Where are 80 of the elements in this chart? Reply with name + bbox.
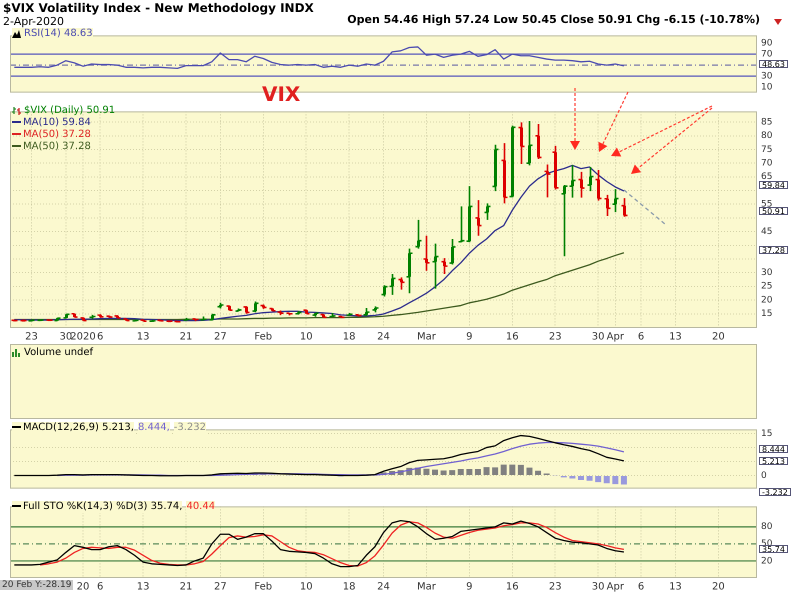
- y-tick-label: 30: [761, 268, 773, 278]
- x-tick-label: 21: [180, 582, 192, 593]
- y-tick-label: 70: [761, 49, 773, 60]
- legend-label: MA(50) 37.28: [23, 129, 91, 140]
- text: 35.74: [759, 544, 788, 554]
- y-tick-label: 70: [761, 158, 773, 168]
- x-tick-label: 23: [548, 582, 562, 593]
- text: Open 54.46 High 57.24 Low 50.45 Close 50.91 Chg -6.15 (-10.78%): [347, 13, 760, 26]
- x-tick-label: 23: [25, 332, 38, 343]
- x-tick-label: 6: [96, 582, 104, 593]
- text: 40.44: [186, 501, 216, 512]
- text: 8.444,: [138, 422, 170, 433]
- text: Volume undef: [24, 347, 94, 358]
- x-tick-label: 24: [377, 582, 390, 593]
- x-tick-label: Feb: [254, 332, 272, 343]
- y-tick-label: 25: [761, 282, 772, 292]
- y-tick-label: 85: [761, 117, 772, 128]
- x-tick-label: 6: [638, 332, 644, 343]
- y-tick-label: 15: [761, 309, 772, 320]
- x-tick-label: 20: [712, 582, 725, 593]
- annotation: VIX: [262, 82, 300, 106]
- x-tick-label: 30: [592, 582, 605, 593]
- x-tick-label: 20: [712, 332, 725, 343]
- x-tick-label: 13: [669, 582, 682, 593]
- text: 37.28: [759, 246, 788, 254]
- chart-subtitle: 2-Apr-2020: [3, 15, 64, 28]
- x-tick-label: 10: [300, 582, 313, 593]
- text: 48.63: [759, 60, 788, 69]
- y-tick-label: 30: [761, 71, 773, 82]
- y-tick-label: 80: [761, 131, 773, 142]
- text: 20 Feb Y:-28.19: [0, 580, 74, 590]
- x-tick-label: 6: [638, 582, 644, 593]
- text: -3.232: [174, 422, 206, 433]
- legend-label: Full STO %K(14,3) %D(3) 35.74,: [23, 501, 182, 512]
- x-tick-label: Apr: [606, 332, 625, 343]
- chart-title: $VIX Volatility Index - New Methodology INDX: [3, 1, 314, 15]
- x-tick-label: 18: [342, 332, 356, 343]
- x-tick-label: 27: [214, 332, 227, 343]
- text: 59.84: [759, 181, 788, 190]
- y-tick-label: 65: [761, 172, 772, 182]
- x-tick-label: Feb: [254, 582, 272, 593]
- x-tick-label: 21: [180, 332, 192, 343]
- text: $VIX (Daily) 50.91: [24, 105, 116, 116]
- x-tick-label: 30: [59, 332, 72, 343]
- legend-label: MA(10) 59.84: [23, 117, 91, 128]
- y-tick-label: 15: [761, 428, 772, 439]
- y-tick-label: 45: [761, 226, 772, 237]
- legend-label: MA(50) 37.28: [23, 141, 91, 152]
- y-tick-label: 20: [761, 295, 773, 306]
- y-tick-label: 90: [761, 38, 773, 48]
- text: 5.213: [759, 457, 788, 466]
- x-tick-label: 10: [300, 332, 313, 343]
- x-tick-label: 2020: [70, 332, 96, 343]
- y-tick-label: 20: [761, 556, 773, 566]
- x-tick-label: Mar: [416, 582, 437, 593]
- x-tick-label: Mar: [416, 332, 437, 343]
- text: -3.232: [759, 488, 791, 497]
- x-tick-label: 13: [136, 332, 150, 343]
- x-tick-label: 18: [342, 582, 356, 593]
- x-tick-label: 6: [96, 332, 104, 343]
- x-tick-label: 24: [377, 332, 390, 343]
- y-tick-label: 10: [761, 82, 773, 92]
- x-tick-label: 20: [76, 582, 90, 593]
- y-tick-label: 0: [761, 470, 767, 481]
- legend-label: MACD(12,26,9) 5.213,: [23, 422, 134, 433]
- x-tick-label: 13: [669, 332, 682, 343]
- text: 50.91: [759, 206, 788, 216]
- x-tick-label: 9: [466, 332, 473, 343]
- x-tick-label: 30: [592, 332, 605, 343]
- text: RSI(14) 48.63: [24, 28, 93, 39]
- x-tick-label: 16: [506, 332, 519, 343]
- x-tick-label: 13: [136, 582, 150, 593]
- x-tick-label: 16: [506, 582, 519, 593]
- x-tick-label: 27: [214, 582, 227, 593]
- y-tick-label: 75: [761, 144, 772, 155]
- text: 8.444: [759, 445, 788, 454]
- x-tick-label: 9: [466, 582, 473, 593]
- x-tick-label: 23: [548, 332, 562, 343]
- y-tick-label: 80: [761, 522, 773, 532]
- x-tick-label: Apr: [606, 582, 625, 593]
